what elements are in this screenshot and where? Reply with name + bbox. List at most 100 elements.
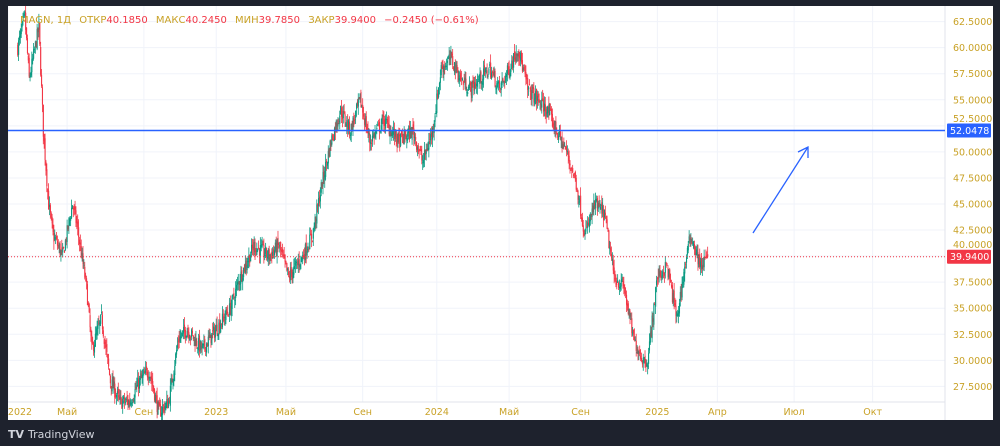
candle-body bbox=[703, 257, 705, 268]
candle-body bbox=[363, 113, 365, 117]
candle-body bbox=[516, 53, 518, 56]
candle-body bbox=[428, 141, 430, 150]
candle-body bbox=[63, 246, 65, 249]
candle-body bbox=[118, 394, 120, 398]
trend-arrow[interactable] bbox=[752, 146, 809, 234]
candle-body bbox=[558, 129, 561, 136]
candle-body bbox=[368, 133, 370, 136]
candle-body bbox=[504, 80, 506, 83]
candle-body bbox=[458, 78, 460, 81]
candle-body bbox=[335, 120, 337, 131]
candle-body bbox=[640, 355, 642, 359]
candle-body bbox=[535, 88, 538, 104]
candle-body bbox=[625, 292, 627, 295]
candle-body bbox=[686, 247, 688, 255]
candle-body bbox=[285, 260, 287, 264]
candle-body bbox=[79, 242, 81, 245]
candle-body bbox=[357, 98, 359, 107]
candle-body bbox=[45, 161, 47, 171]
candle-body bbox=[292, 272, 294, 279]
candle-body bbox=[253, 242, 255, 249]
candle-body bbox=[218, 322, 220, 333]
candle-body bbox=[86, 278, 88, 282]
candle-body bbox=[556, 132, 558, 134]
candle-body bbox=[29, 75, 31, 78]
candle-body bbox=[217, 333, 219, 337]
candle-body bbox=[65, 239, 67, 242]
candle-body bbox=[524, 71, 526, 74]
candle-body bbox=[331, 135, 333, 145]
candle-body bbox=[261, 244, 263, 247]
candle-body bbox=[567, 151, 569, 157]
candle-body bbox=[669, 269, 671, 280]
candle-body bbox=[302, 254, 304, 261]
candle-body bbox=[93, 345, 96, 353]
candle-body bbox=[409, 128, 411, 139]
candle-body bbox=[288, 275, 291, 279]
tradingview-logo[interactable]: TV TradingView bbox=[8, 428, 95, 441]
candle-body bbox=[323, 171, 325, 178]
candle-body bbox=[212, 330, 214, 332]
candle-body bbox=[677, 313, 679, 316]
candle-body bbox=[246, 264, 248, 271]
candle-body bbox=[451, 53, 453, 56]
candle-body bbox=[460, 72, 462, 82]
candle-body bbox=[553, 122, 555, 129]
candle-body bbox=[573, 173, 576, 175]
candle-body bbox=[540, 104, 542, 108]
candle-body bbox=[402, 137, 404, 144]
candle-body bbox=[318, 198, 320, 207]
candle-body bbox=[98, 322, 100, 324]
candle-body bbox=[608, 230, 610, 249]
candle-body bbox=[620, 280, 622, 287]
candle-body bbox=[653, 303, 655, 325]
low-value: 39.7850 bbox=[258, 15, 301, 26]
candle-body bbox=[175, 353, 177, 364]
candle-body bbox=[700, 261, 702, 268]
candle-body bbox=[521, 60, 523, 72]
candle-body bbox=[138, 377, 141, 389]
symbol-label[interactable]: MAGN, 1Д bbox=[20, 15, 72, 26]
candle-body bbox=[416, 141, 418, 150]
candle-body bbox=[338, 120, 340, 123]
candle-body bbox=[265, 246, 267, 254]
candle-body bbox=[303, 255, 305, 258]
candle-body bbox=[491, 71, 493, 73]
candle-body bbox=[59, 243, 61, 255]
candle-body bbox=[137, 378, 139, 387]
candle-body bbox=[375, 131, 377, 133]
candle-body bbox=[353, 120, 355, 121]
candle-body bbox=[179, 336, 181, 342]
candle-body bbox=[167, 399, 169, 409]
candle-body bbox=[471, 80, 473, 98]
candle-body bbox=[155, 396, 157, 398]
candle-body bbox=[543, 103, 546, 111]
candle-body bbox=[262, 244, 264, 246]
candle-body bbox=[615, 281, 617, 285]
candle-body bbox=[411, 127, 413, 140]
candle-body bbox=[96, 328, 98, 336]
candle-body bbox=[510, 68, 512, 72]
candle-body bbox=[263, 244, 265, 257]
chart-panel[interactable]: 27.5000 30.0000 32.5000 35.0000 37.5000 40.00… bbox=[8, 6, 993, 420]
candle-body bbox=[107, 354, 109, 358]
candle-body bbox=[573, 174, 575, 176]
candle-body bbox=[321, 182, 323, 189]
candle-body bbox=[640, 358, 643, 361]
candle-body bbox=[178, 338, 180, 343]
candle-body bbox=[281, 249, 283, 252]
candle-body bbox=[650, 331, 652, 337]
candle-body bbox=[377, 124, 379, 126]
candle-body bbox=[664, 262, 666, 273]
candle-body bbox=[359, 93, 361, 99]
candle-body bbox=[200, 342, 202, 350]
candle-body bbox=[431, 127, 433, 140]
candle-body bbox=[201, 345, 203, 349]
candle-body bbox=[695, 252, 697, 255]
candle-body bbox=[525, 72, 527, 80]
candle-body bbox=[378, 123, 380, 125]
candle-body bbox=[565, 146, 567, 150]
price-chart[interactable]: 27.5000 30.0000 32.5000 35.0000 37.5000 40.00… bbox=[8, 6, 993, 420]
candle-body bbox=[158, 402, 160, 406]
candle-body bbox=[622, 281, 624, 286]
